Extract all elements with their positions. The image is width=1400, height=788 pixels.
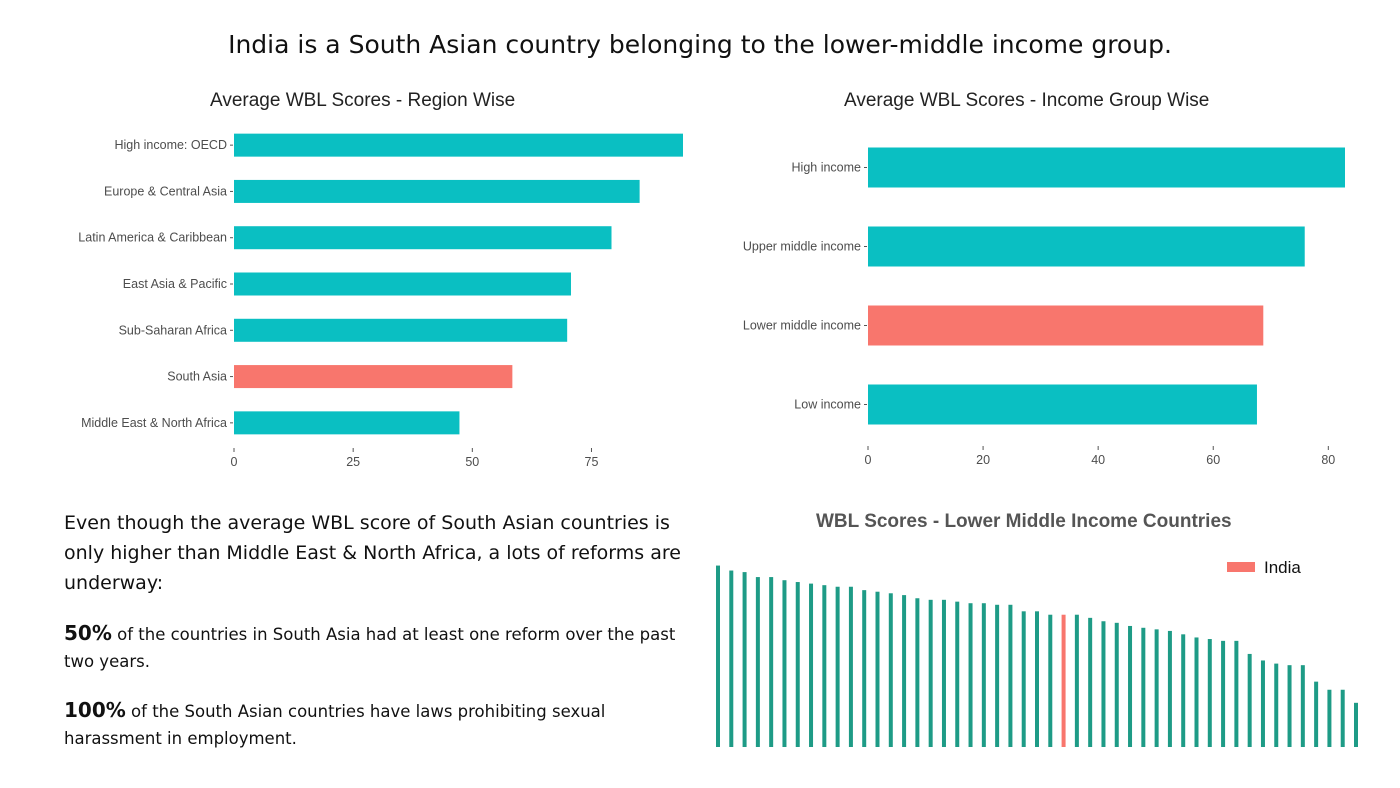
country-bar <box>848 586 853 747</box>
country-bar <box>1354 702 1358 747</box>
country-bar <box>1035 611 1039 747</box>
country-bar <box>1340 689 1345 747</box>
country-bar <box>941 599 946 747</box>
country-bar <box>968 603 973 747</box>
stat-reforms-value: 50% <box>64 621 112 645</box>
country-bar <box>1260 660 1265 747</box>
income-category-label: Low income <box>794 398 861 412</box>
stat-harassment-text: of the South Asian countries have laws p… <box>64 702 606 748</box>
country-bar <box>928 599 933 747</box>
country-bar <box>1247 653 1252 747</box>
income-x-tick-label: 60 <box>1206 453 1220 467</box>
legend-label: India <box>1264 558 1301 577</box>
region-bar <box>234 133 683 157</box>
country-bar <box>995 604 1000 747</box>
country-bar <box>1181 634 1186 747</box>
income-x-tick-label: 40 <box>1091 453 1105 467</box>
region-bar <box>234 226 612 250</box>
country-bar <box>809 583 814 747</box>
country-bar <box>1088 617 1093 747</box>
country-bar <box>955 601 960 747</box>
region-x-tick-label: 25 <box>346 455 360 469</box>
income-x-tick-label: 80 <box>1321 453 1335 467</box>
country-bar <box>1274 663 1279 747</box>
region-category-label: Middle East & North Africa <box>81 416 227 430</box>
region-bar <box>234 272 571 296</box>
country-bar <box>875 591 880 747</box>
income-bar <box>868 305 1264 346</box>
country-bar <box>1207 639 1212 747</box>
country-bar <box>1114 622 1119 747</box>
country-bar <box>769 577 774 747</box>
income-bar <box>868 147 1345 188</box>
country-bar <box>822 585 827 747</box>
region-x-tick-label: 75 <box>585 455 599 469</box>
summary-intro: Even though the average WBL score of Sou… <box>64 512 681 594</box>
legend-swatch <box>1227 562 1255 572</box>
country-bar <box>1128 625 1133 747</box>
region-category-label: Latin America & Caribbean <box>78 231 227 245</box>
country-bar <box>1074 614 1079 747</box>
income-x-tick-label: 0 <box>865 453 872 467</box>
summary-text-panel: Even though the average WBL score of Sou… <box>64 508 684 752</box>
country-bar <box>1327 689 1332 747</box>
stat-reforms-text: of the countries in South Asia had at le… <box>64 625 676 671</box>
country-bar <box>1008 604 1013 747</box>
income-category-label: High income <box>792 161 862 175</box>
country-bar <box>862 590 867 747</box>
country-bar <box>981 603 986 747</box>
country-bar <box>1234 640 1239 747</box>
country-bar <box>1300 665 1305 747</box>
income-chart-title: Average WBL Scores - Income Group Wise <box>844 90 1210 111</box>
stat-reforms: 50% of the countries in South Asia had a… <box>64 620 684 675</box>
region-category-label: Sub-Saharan Africa <box>119 323 227 337</box>
country-bar <box>1314 681 1319 747</box>
country-bar <box>888 593 893 747</box>
income-bar <box>868 226 1305 267</box>
country-bar <box>915 598 920 747</box>
india-bar <box>1061 614 1066 747</box>
region-category-label: East Asia & Pacific <box>123 277 227 291</box>
region-category-label: South Asia <box>167 370 227 384</box>
country-bar <box>782 580 787 747</box>
region-chart-title: Average WBL Scores - Region Wise <box>210 90 516 111</box>
income-category-label: Lower middle income <box>743 319 861 333</box>
stat-harassment-value: 100% <box>64 698 126 722</box>
country-bar <box>1287 665 1292 747</box>
country-bar <box>1141 627 1146 747</box>
country-bar <box>795 582 800 747</box>
country-bar <box>1154 629 1159 747</box>
country-bar <box>835 586 840 747</box>
country-bar <box>1221 640 1226 747</box>
region-bar <box>234 318 568 342</box>
country-bar <box>729 570 734 747</box>
income-x-tick-label: 20 <box>976 453 990 467</box>
region-category-label: Europe & Central Asia <box>104 184 227 198</box>
country-bar <box>1194 637 1199 747</box>
country-bar <box>1048 614 1053 747</box>
country-bar <box>716 565 720 747</box>
country-bar <box>1021 611 1026 747</box>
income-bar <box>868 384 1257 425</box>
country-bar <box>902 595 907 747</box>
region-category-label: High income: OECD <box>114 138 227 152</box>
country-bar <box>755 577 760 747</box>
income-group-bar-chart: High income Upper middle income Lower midd… <box>743 147 1345 467</box>
lmic-chart-title: WBL Scores - Lower Middle Income Countri… <box>816 511 1232 532</box>
region-wise-bar-chart: High income: OECD Europe & Central Asia La… <box>78 133 683 469</box>
page-headline: India is a South Asian country belonging… <box>228 30 1172 59</box>
lower-middle-income-countries-chart: India <box>716 558 1358 747</box>
country-bar <box>1101 621 1106 747</box>
region-bar <box>234 365 513 389</box>
region-bar <box>234 179 640 203</box>
income-category-label: Upper middle income <box>743 240 861 254</box>
region-x-tick-label: 50 <box>465 455 479 469</box>
region-bar <box>234 411 460 435</box>
region-x-tick-label: 0 <box>231 455 238 469</box>
stat-harassment-laws: 100% of the South Asian countries have l… <box>64 697 684 752</box>
country-bar <box>1167 630 1172 747</box>
country-bar <box>742 572 747 747</box>
